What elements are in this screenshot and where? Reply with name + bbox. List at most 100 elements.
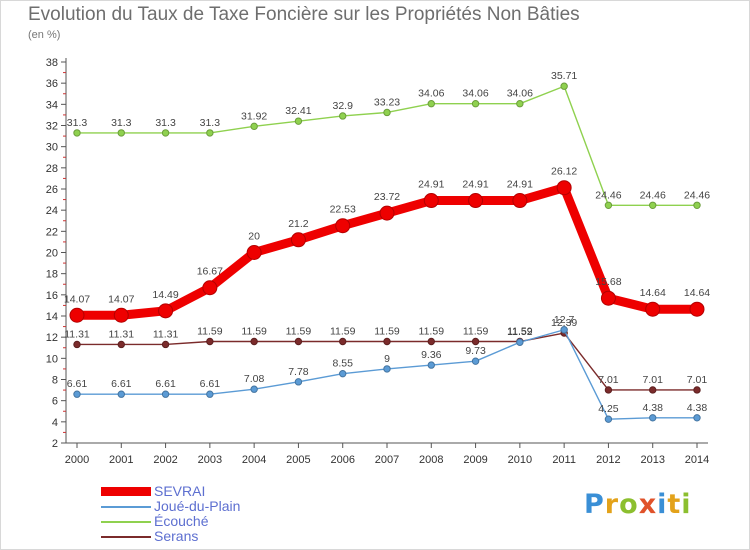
data-label: 14.64 — [640, 287, 666, 299]
legend-item-ecouche: Écouché — [101, 513, 341, 529]
data-point — [649, 414, 657, 422]
data-label: 9 — [384, 353, 390, 365]
data-point — [693, 414, 701, 422]
x-tick-label: 2006 — [330, 454, 354, 466]
x-tick-label: 2011 — [552, 454, 576, 466]
data-label: 12.39 — [551, 317, 577, 329]
data-label: 11.31 — [64, 328, 90, 340]
data-point — [294, 337, 303, 346]
x-tick-label: 2010 — [508, 454, 532, 466]
data-label: 6.61 — [200, 378, 221, 390]
data-point — [645, 301, 661, 317]
y-tick-label: 38 — [46, 57, 58, 69]
data-point — [294, 117, 303, 125]
data-label: 11.59 — [463, 326, 489, 338]
legend-swatch — [101, 536, 151, 538]
data-label: 6.61 — [155, 378, 176, 390]
data-point — [294, 378, 303, 386]
y-tick-label: 32 — [46, 121, 58, 133]
data-point — [649, 201, 657, 209]
logo-letter: P — [584, 489, 605, 520]
data-label: 6.61 — [111, 378, 132, 390]
data-label: 11.59 — [419, 326, 445, 338]
data-label: 15.68 — [595, 276, 621, 288]
data-label: 34.06 — [507, 88, 533, 100]
data-label: 11.31 — [153, 328, 179, 340]
data-label: 32.9 — [332, 100, 353, 112]
data-label: 11.59 — [241, 326, 267, 338]
y-tick-label: 22 — [46, 226, 58, 238]
data-point — [339, 337, 347, 346]
data-point — [604, 386, 613, 394]
x-tick-label: 2005 — [286, 454, 310, 466]
data-label: 24.46 — [640, 189, 666, 201]
data-label: 12.7 — [554, 314, 575, 326]
x-tick-label: 2001 — [109, 454, 133, 466]
data-label: 11.52 — [507, 326, 533, 338]
data-point — [693, 201, 701, 209]
x-tick-label: 2000 — [65, 454, 89, 466]
data-label: 24.91 — [462, 179, 488, 191]
data-label: 11.31 — [109, 328, 135, 340]
data-point — [202, 280, 218, 296]
data-label: 24.46 — [595, 189, 621, 201]
data-label: 11.59 — [507, 326, 533, 338]
data-point — [117, 390, 125, 398]
data-point — [471, 99, 480, 108]
data-point — [250, 385, 258, 393]
data-label: 31.3 — [200, 117, 221, 129]
data-point — [516, 99, 524, 108]
data-label: 11.59 — [286, 326, 312, 338]
data-label: 33.23 — [374, 96, 400, 108]
y-tick-label: 16 — [46, 290, 58, 302]
data-label: 4.38 — [642, 402, 663, 414]
legend-swatch — [101, 487, 151, 496]
data-label: 31.3 — [67, 117, 88, 129]
legend-item-sevrai: SEVRAI — [101, 483, 341, 499]
data-label: 32.41 — [285, 105, 311, 117]
data-point — [560, 82, 568, 90]
y-tick-label: 4 — [52, 417, 58, 429]
data-point — [471, 357, 480, 365]
data-point — [600, 290, 616, 306]
data-label: 31.3 — [111, 117, 132, 129]
data-point — [117, 129, 125, 137]
y-tick-label: 2 — [52, 438, 58, 450]
x-tick-label: 2009 — [463, 454, 487, 466]
y-tick-label: 36 — [46, 78, 58, 90]
data-point — [423, 193, 439, 209]
legend-label: Serans — [154, 528, 199, 544]
legend-swatch — [101, 506, 151, 508]
data-label: 24.91 — [507, 179, 533, 191]
data-point — [206, 129, 214, 137]
data-point — [471, 337, 480, 346]
y-tick-label: 10 — [46, 353, 58, 365]
data-label: 14.07 — [64, 293, 90, 305]
data-point — [649, 386, 657, 394]
data-label: 34.06 — [462, 88, 488, 100]
data-point — [604, 201, 613, 209]
x-tick-label: 2008 — [419, 454, 443, 466]
data-point — [73, 390, 81, 398]
data-point — [556, 180, 572, 196]
data-label: 11.59 — [374, 326, 400, 338]
data-point — [246, 245, 262, 260]
data-point — [427, 361, 435, 369]
data-point — [113, 307, 129, 323]
x-tick-label: 2003 — [198, 454, 222, 466]
data-label: 16.67 — [197, 266, 223, 278]
data-label: 9.36 — [421, 349, 442, 361]
data-label: 7.01 — [598, 374, 619, 386]
data-label: 7.08 — [244, 373, 265, 385]
data-label: 11.59 — [197, 326, 223, 338]
data-point — [161, 129, 170, 137]
data-label: 14.64 — [684, 287, 710, 299]
data-point — [512, 193, 528, 209]
y-tick-label: 6 — [52, 396, 58, 408]
y-tick-label: 28 — [46, 163, 58, 175]
data-label: 31.92 — [241, 110, 267, 122]
data-point — [339, 112, 347, 120]
legend-item-joue-du-plain: Joué-du-Plain — [101, 498, 341, 514]
data-point — [383, 108, 391, 117]
